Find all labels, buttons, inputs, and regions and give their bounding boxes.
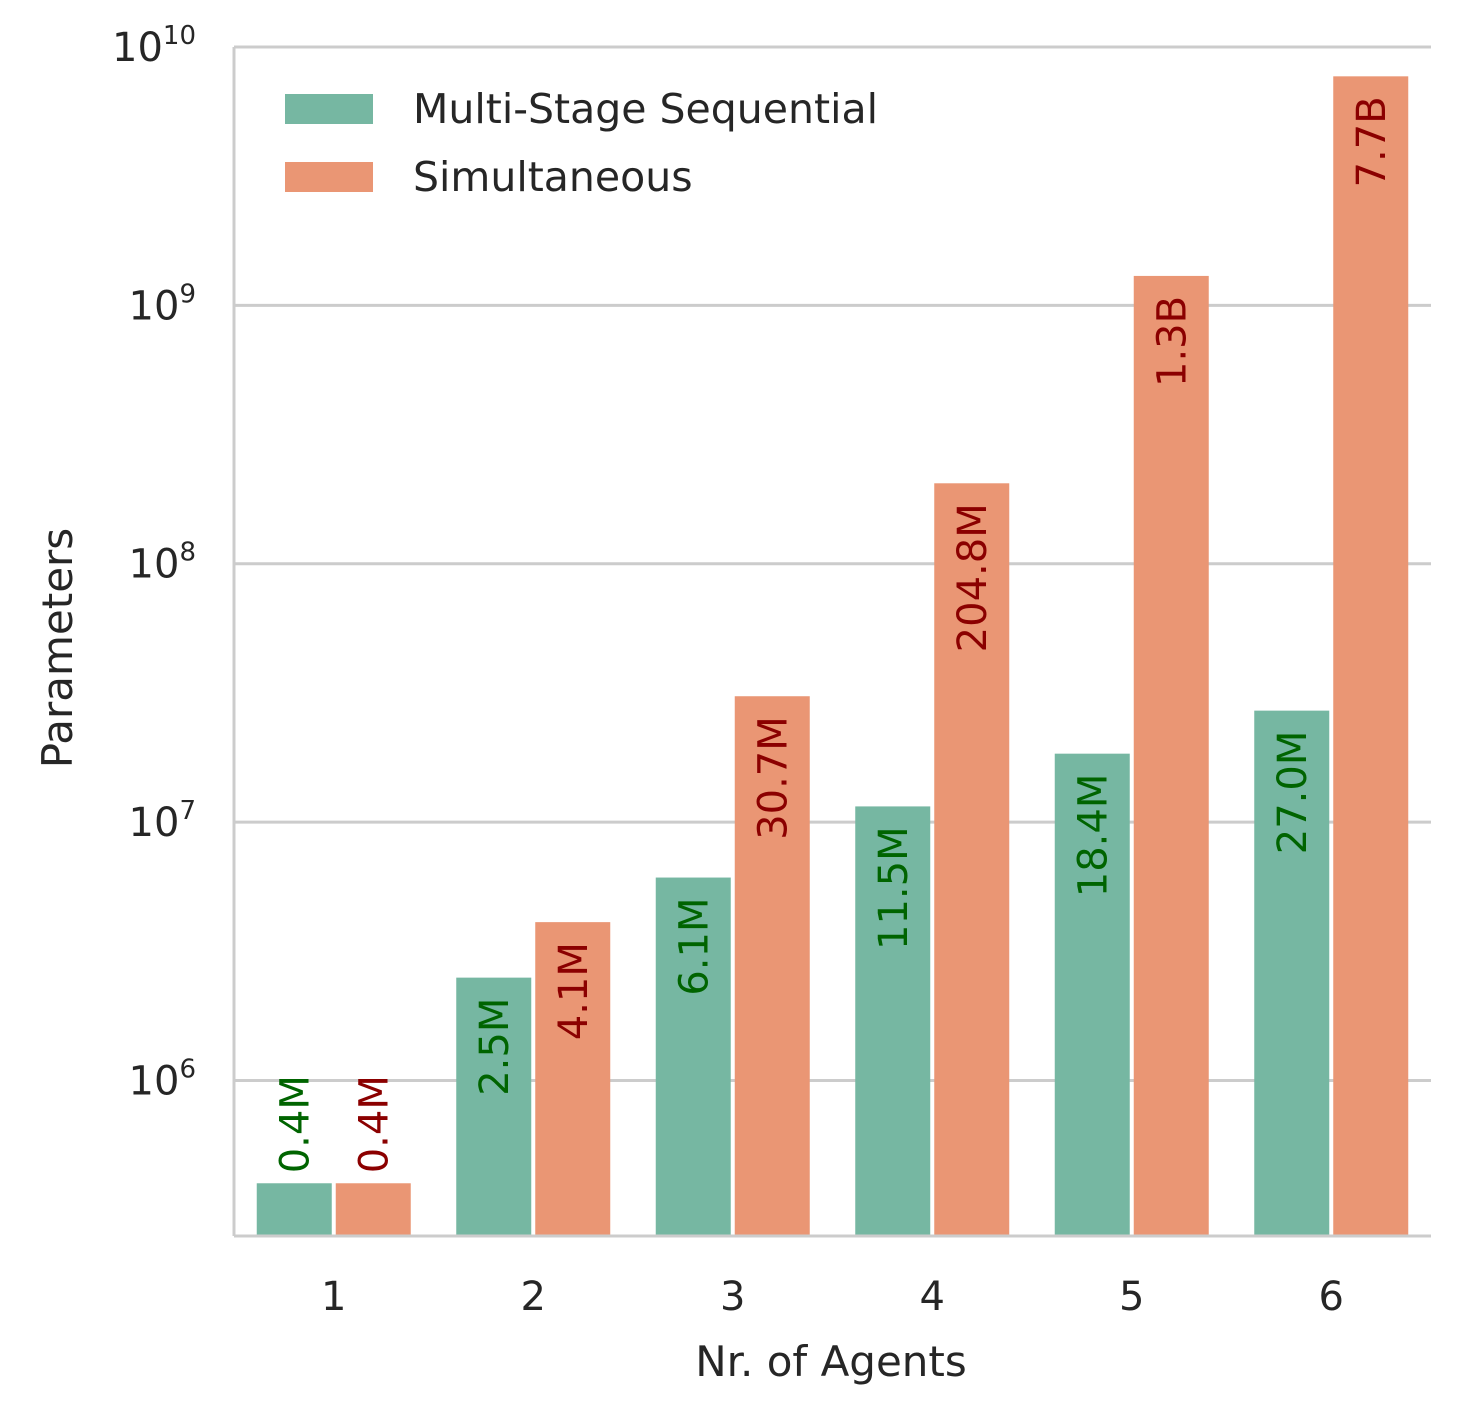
bar (1054, 753, 1130, 1236)
bar (535, 922, 611, 1236)
x-tick-label: 6 (1319, 1274, 1344, 1320)
legend-swatch (285, 162, 373, 192)
bars (256, 76, 1409, 1237)
bar-value-label: 18.4M (1070, 774, 1116, 898)
bar (1333, 76, 1409, 1237)
y-tick-label: 108 (129, 538, 196, 588)
x-tick-label: 5 (1119, 1274, 1144, 1320)
bar-value-label: 6.1M (671, 898, 717, 996)
x-tick-label: 4 (920, 1274, 945, 1320)
bar-value-label: 1.3B (1149, 296, 1195, 387)
bar (734, 696, 810, 1236)
x-axis-label: Nr. of Agents (695, 1337, 967, 1386)
legend-swatch (285, 94, 373, 124)
bar (456, 977, 532, 1236)
legend-label: Simultaneous (413, 153, 693, 201)
bar (1254, 710, 1330, 1236)
x-tick-label: 1 (321, 1274, 346, 1320)
bar-value-label: 0.4M (272, 1075, 318, 1173)
bar (934, 483, 1010, 1236)
bar-value-label: 0.4M (351, 1075, 397, 1173)
y-axis-label: Parameters (33, 528, 82, 768)
grid-lines (234, 45, 1431, 1082)
bar-value-label: 2.5M (472, 998, 518, 1096)
y-tick-label: 1010 (112, 21, 196, 71)
bar (855, 806, 931, 1236)
bar-value-label: 204.8M (950, 503, 996, 652)
bar-value-label: 27.0M (1270, 731, 1316, 855)
bar-value-label: 30.7M (750, 716, 796, 840)
x-tick-label: 3 (720, 1274, 745, 1320)
axes (232, 47, 1431, 1238)
bar-value-label: 11.5M (871, 826, 917, 950)
legend: Multi-Stage Sequential Simultaneous (285, 85, 878, 201)
bar-value-label: 4.1M (551, 942, 597, 1040)
y-tick-label: 106 (129, 1054, 196, 1104)
y-tick-label: 107 (129, 796, 196, 846)
x-tick-labels: 1 2 3 4 5 6 (321, 1274, 1344, 1320)
bar-value-label: 7.7B (1349, 96, 1395, 187)
x-tick-label: 2 (521, 1274, 546, 1320)
bar (655, 877, 731, 1236)
legend-label: Multi-Stage Sequential (413, 85, 878, 133)
bar (1133, 275, 1209, 1237)
y-tick-label: 109 (129, 279, 196, 329)
y-tick-labels: 106 107 108 109 1010 (112, 21, 196, 1104)
bar (256, 1183, 332, 1236)
bar (335, 1183, 411, 1236)
bar-labels: 0.4M 0.4M 2.5M 4.1M 6.1M 30.7M 11.5M 204.8M 18.4… (272, 96, 1395, 1173)
